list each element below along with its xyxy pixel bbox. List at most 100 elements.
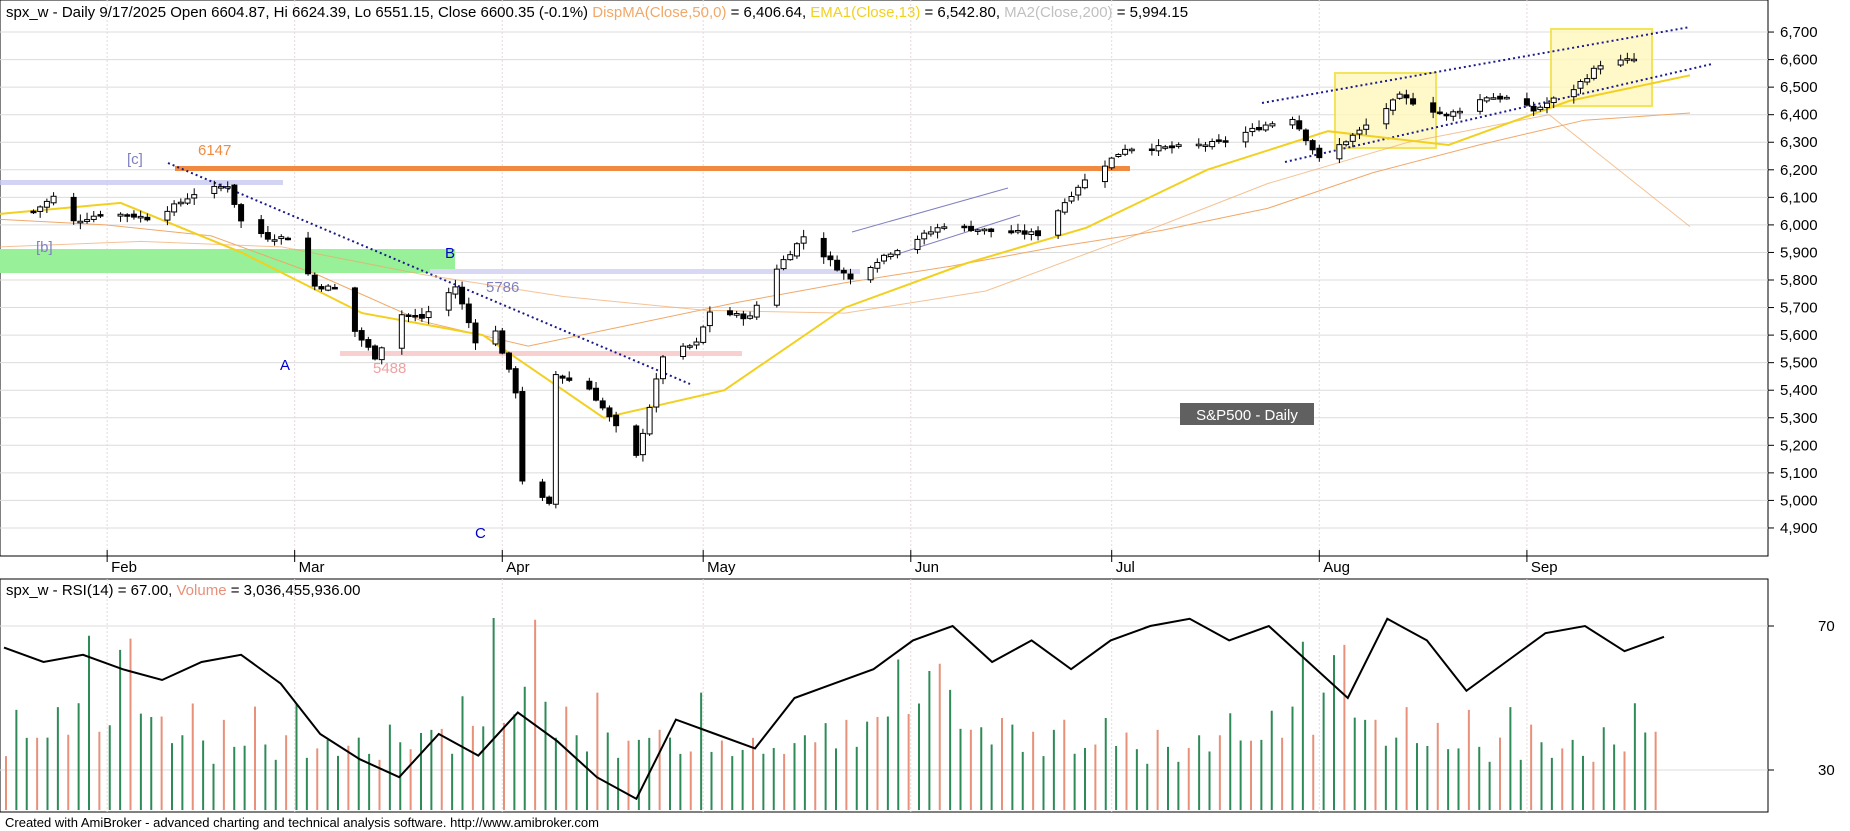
candle-up	[43, 200, 50, 208]
candle-down	[331, 286, 338, 290]
candle-down	[284, 237, 291, 241]
candle-up	[425, 311, 432, 319]
candle-up	[492, 330, 499, 345]
candle-down	[472, 322, 479, 344]
candle-up	[278, 236, 285, 240]
candle-up	[325, 285, 332, 291]
candle-up	[700, 326, 707, 343]
candle-down	[231, 184, 238, 205]
price-tick-label: 5,400	[1780, 382, 1818, 399]
candle-up	[1356, 129, 1363, 135]
candle-down	[305, 237, 312, 275]
candle-up	[894, 250, 901, 256]
candle-up	[874, 261, 881, 269]
candle-down	[847, 273, 854, 280]
ema13-line	[0, 74, 1691, 419]
label-5786: 5786	[486, 279, 519, 296]
candle-down	[566, 377, 573, 381]
month-label: Mar	[299, 559, 325, 576]
candle-up	[1389, 99, 1396, 111]
label-6147: 6147	[198, 142, 231, 159]
candle-up	[1597, 65, 1604, 70]
candle-down	[30, 210, 37, 214]
ma200-value: = 5,994.15	[1117, 4, 1188, 21]
candle-up	[1028, 231, 1035, 235]
candle-down	[1430, 102, 1437, 113]
candle-up	[747, 315, 754, 319]
candle-up	[184, 198, 191, 204]
candle-down	[546, 496, 553, 504]
candle-up	[733, 313, 740, 316]
candle-down	[505, 352, 512, 370]
candle-down	[365, 339, 372, 348]
candle-down	[405, 314, 412, 317]
candle-up	[1617, 59, 1624, 66]
ma50-line	[0, 112, 1691, 347]
price-tick-label: 6,300	[1780, 134, 1818, 151]
candle-up	[1570, 89, 1577, 98]
price-tick-label: 5,500	[1780, 355, 1818, 372]
candle-up	[1289, 118, 1296, 126]
price-tick-label: 6,200	[1780, 162, 1818, 179]
label-c: C	[475, 525, 486, 542]
price-tick-label: 6,100	[1780, 189, 1818, 206]
candle-up	[224, 186, 231, 189]
ma200-label: MA2(Close,200)	[1004, 4, 1112, 21]
candle-up	[211, 185, 218, 194]
candle-down	[968, 225, 975, 231]
ma50-label: DispMA(Close,50,0)	[592, 4, 726, 21]
candle-up	[773, 268, 780, 306]
ema13-label: EMA1(Close,13)	[810, 4, 920, 21]
candle-up	[84, 219, 91, 222]
volume-bars	[5, 617, 1657, 810]
candle-up	[653, 378, 660, 408]
candle-down	[1403, 94, 1410, 99]
candle-up	[1383, 108, 1390, 125]
candle-up	[1363, 124, 1370, 130]
candle-up	[90, 215, 97, 220]
candle-down	[1309, 140, 1316, 151]
candle-up	[177, 201, 184, 205]
candle-down	[1168, 145, 1175, 149]
candle-up	[1081, 179, 1088, 189]
candle-down	[961, 225, 968, 229]
price-tick-label: 5,200	[1780, 437, 1818, 454]
candle-down	[130, 213, 137, 218]
candle-up	[1175, 144, 1182, 147]
candle-down	[1148, 148, 1155, 152]
candle-up	[941, 226, 948, 229]
candle-up	[1577, 81, 1584, 89]
candle-down	[144, 216, 151, 221]
candle-up	[1075, 186, 1082, 196]
candle-down	[1035, 230, 1042, 237]
chart-badge-text: S&P500 - Daily	[1196, 407, 1298, 424]
candle-down	[1443, 113, 1450, 117]
candle-down	[1530, 105, 1537, 112]
candle-up	[1155, 145, 1162, 152]
candle-down	[412, 314, 419, 318]
candle-up	[981, 228, 988, 232]
candle-up	[934, 227, 941, 233]
candle-up	[753, 304, 760, 318]
candle-up	[660, 356, 666, 380]
candle-up	[452, 286, 459, 295]
volume-label: Volume	[177, 582, 227, 599]
candle-down	[740, 313, 747, 320]
label-b: B	[445, 245, 455, 262]
candle-up	[693, 341, 700, 346]
price-title: spx_w - Daily 9/17/2025 Open 6604.87, Hi…	[6, 4, 588, 21]
candle-up	[1343, 141, 1350, 146]
footer-credit: Created with AmiBroker - advanced charti…	[5, 815, 599, 830]
candle-down	[559, 375, 566, 379]
candle-down	[606, 407, 613, 418]
candle-up	[1102, 165, 1108, 183]
candle-up	[137, 215, 144, 219]
candle-up	[881, 254, 887, 262]
ma50-value: = 6,406.64,	[731, 4, 806, 21]
candle-down	[1410, 98, 1417, 105]
candle-up	[191, 194, 198, 199]
price-tick-label: 4,900	[1780, 520, 1818, 537]
candle-up	[445, 292, 452, 311]
candlesticks	[30, 52, 1638, 509]
zone-c-blue	[0, 180, 283, 185]
